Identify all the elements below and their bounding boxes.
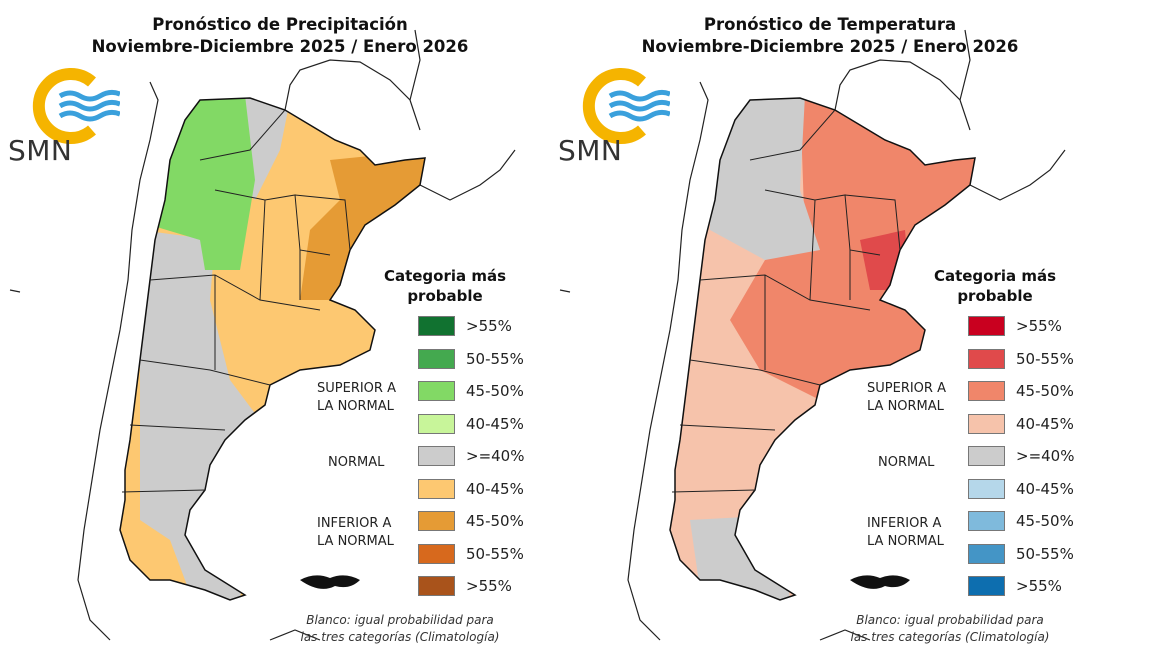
- legend-label: 50-55%: [466, 349, 524, 368]
- legend-label: 50-55%: [1016, 544, 1074, 563]
- legend-swatch: [968, 576, 1005, 596]
- neighbor-borders: [559, 29, 1066, 641]
- legend-swatch: [418, 381, 455, 401]
- legend-label: >=40%: [1016, 447, 1075, 465]
- province-borders: [121, 109, 351, 493]
- legend-label: 40-45%: [1016, 479, 1074, 498]
- legend-normal-label: NORMAL: [328, 455, 385, 470]
- legend-label: >=40%: [466, 447, 525, 465]
- legend-swatch: [418, 348, 455, 369]
- panel-title: Pronóstico de Precipitación Noviembre-Dic…: [91, 15, 469, 56]
- legend-inferior-label: INFERIOR A LA NORMAL: [317, 516, 394, 549]
- legend-swatch: [968, 511, 1005, 531]
- legend-swatch: [418, 316, 455, 336]
- legend-note: Blanco: igual probabilidad para las tres …: [850, 613, 1050, 644]
- legend-label: 45-50%: [466, 512, 524, 530]
- legend-inferior-label: INFERIOR A LA NORMAL: [867, 516, 944, 549]
- legend-title: Categoria más probable: [383, 267, 507, 305]
- legend-swatch: [418, 576, 455, 596]
- legend-swatch: [418, 478, 455, 499]
- legend-title: Categoria más probable: [933, 267, 1057, 305]
- argentina-map: [559, 29, 1066, 641]
- legend-swatch: [968, 543, 1005, 564]
- malvinas-islands: [850, 575, 910, 589]
- legend-label: 40-45%: [466, 479, 524, 498]
- legend-label: 45-50%: [1016, 512, 1074, 530]
- legend-label: >55%: [466, 577, 512, 595]
- smn-logo-icon: [582, 68, 670, 144]
- legend-label: 40-45%: [1016, 414, 1074, 433]
- precipitation-panel: Pronóstico de Precipitación Noviembre-Dic…: [0, 0, 560, 670]
- malvinas-islands: [300, 575, 360, 589]
- panel-title: Pronóstico de Temperatura Noviembre-Dicie…: [641, 15, 1019, 56]
- argentina-map: [9, 29, 516, 641]
- province-borders: [671, 109, 901, 493]
- legend-label: >55%: [466, 317, 512, 335]
- legend-label: 50-55%: [1016, 349, 1074, 368]
- legend-label: 50-55%: [466, 544, 524, 563]
- smn-logo-text: SMN: [558, 134, 623, 167]
- legend-swatch: [418, 446, 455, 466]
- legend-swatch: [968, 348, 1005, 369]
- legend-superior-label: SUPERIOR A LA NORMAL: [867, 381, 946, 414]
- legend-label: >55%: [1016, 577, 1062, 595]
- smn-logo-text: SMN: [8, 134, 73, 167]
- legend-swatch: [968, 316, 1005, 336]
- legend-label: 45-50%: [1016, 382, 1074, 400]
- legend-swatch: [418, 543, 455, 564]
- legend-superior-label: SUPERIOR A LA NORMAL: [317, 381, 396, 414]
- temperature-panel: Pronóstico de Temperatura Noviembre-Dicie…: [550, 0, 1110, 670]
- map-region-normal: [690, 515, 790, 600]
- legend-swatch: [968, 478, 1005, 499]
- legend-label: >55%: [1016, 317, 1062, 335]
- legend-swatch: [418, 511, 455, 531]
- country-outline: [669, 97, 976, 601]
- legend-swatch: [418, 413, 455, 434]
- legend-swatch: [968, 413, 1005, 434]
- legend-label: 40-45%: [466, 414, 524, 433]
- legend-swatch: [968, 446, 1005, 466]
- legend-note: Blanco: igual probabilidad para las tres …: [300, 613, 500, 644]
- country-outline: [119, 97, 426, 601]
- legend-label: 45-50%: [466, 382, 524, 400]
- neighbor-borders: [9, 29, 516, 641]
- legend-normal-label: NORMAL: [878, 455, 935, 470]
- map-region-below-normal: [120, 98, 425, 600]
- legend-swatch: [968, 381, 1005, 401]
- smn-logo-icon: [32, 68, 120, 144]
- map-region-normal: [710, 98, 820, 260]
